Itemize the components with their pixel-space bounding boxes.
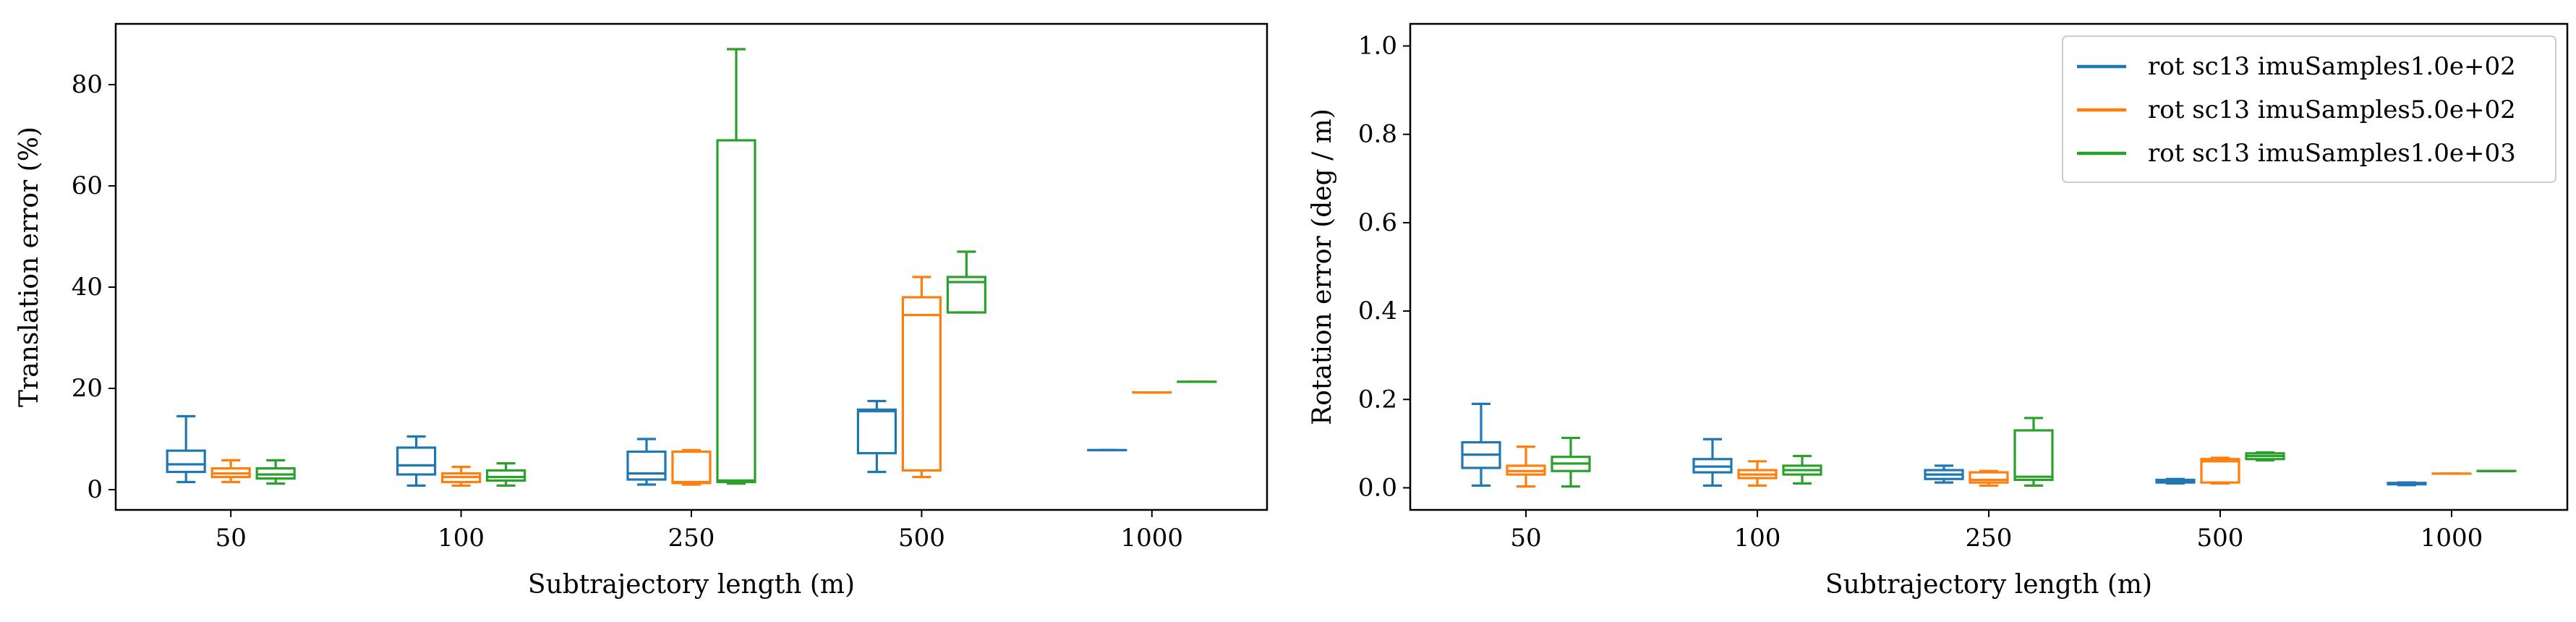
box-s1-c1 bbox=[440, 465, 482, 487]
y-tick-label: 80 bbox=[72, 70, 103, 99]
box-s1-c0 bbox=[1506, 446, 1546, 488]
y-tick-label: 0.0 bbox=[1358, 473, 1397, 502]
y-tick-label: 1.0 bbox=[1358, 32, 1397, 61]
box-s1-c3 bbox=[901, 276, 942, 479]
box-iqr bbox=[396, 446, 437, 476]
y-tick-label: 0.8 bbox=[1358, 120, 1397, 149]
x-tick-label: 1000 bbox=[1121, 524, 1184, 553]
box-iqr bbox=[485, 469, 526, 482]
box-iqr bbox=[856, 408, 897, 455]
y-tick-label: 0.6 bbox=[1358, 208, 1397, 237]
box-iqr bbox=[716, 139, 756, 484]
box-s2-c3 bbox=[2245, 451, 2285, 462]
x-tick-label: 250 bbox=[668, 524, 715, 553]
box-iqr bbox=[2200, 458, 2240, 484]
box-s2-c1 bbox=[485, 461, 526, 487]
box-s0-c4 bbox=[2387, 481, 2427, 487]
x-tick-label: 50 bbox=[1510, 524, 1541, 553]
box-s1-c2 bbox=[671, 448, 712, 486]
box-s2-c2 bbox=[716, 48, 756, 485]
box-s0-c1 bbox=[396, 435, 437, 487]
box-s2-c3 bbox=[946, 250, 987, 314]
box-s2-c2 bbox=[2013, 417, 2054, 487]
x-tick-label: 100 bbox=[1734, 524, 1781, 553]
box-s0-c2 bbox=[626, 438, 667, 486]
box-s1-c2 bbox=[1969, 469, 2009, 487]
box-s1-c1 bbox=[1737, 460, 1778, 487]
box-s2-c0 bbox=[1551, 436, 1591, 488]
y-axis-label: Translation error (%) bbox=[14, 127, 44, 407]
x-axis-label: Subtrajectory length (m) bbox=[528, 570, 855, 600]
y-tick-label: 40 bbox=[72, 273, 103, 302]
x-tick-label: 250 bbox=[1966, 524, 2013, 553]
box-s0-c1 bbox=[1692, 438, 1733, 487]
box-iqr bbox=[166, 449, 206, 474]
legend-entry: rot sc13 imuSamples1.0e+02 bbox=[2148, 52, 2516, 81]
box-s0-c3 bbox=[856, 399, 897, 474]
legend-entry: rot sc13 imuSamples5.0e+02 bbox=[2148, 95, 2516, 124]
box-s2-c1 bbox=[1782, 454, 1822, 485]
box-s1-c0 bbox=[210, 459, 251, 484]
x-tick-label: 50 bbox=[216, 524, 247, 553]
y-axis-label: Rotation error (deg / m) bbox=[1308, 108, 1337, 425]
box-iqr bbox=[1969, 471, 2009, 484]
legend: rot sc13 imuSamples1.0e+02 rot sc13 imuSa… bbox=[2062, 35, 2556, 183]
y-tick-label: 0.2 bbox=[1358, 385, 1397, 414]
y-tick-label: 0 bbox=[87, 475, 103, 504]
legend-frame bbox=[2062, 35, 2556, 183]
x-tick-label: 500 bbox=[898, 524, 945, 553]
y-tick-label: 0.4 bbox=[1358, 297, 1397, 325]
legend-entry: rot sc13 imuSamples1.0e+03 bbox=[2148, 139, 2516, 168]
box-iqr bbox=[946, 276, 987, 314]
box-s2-c0 bbox=[255, 459, 296, 485]
box-iqr bbox=[626, 450, 667, 481]
box-s0-c2 bbox=[1924, 464, 1964, 484]
box-s1-c3 bbox=[2200, 456, 2240, 485]
box-iqr bbox=[671, 450, 712, 485]
box-iqr bbox=[2013, 429, 2054, 482]
box-s0-c0 bbox=[1461, 402, 1501, 487]
rotation-error-panel: 0.0 0.2 0.4 0.6 0.8 1.0 50 100 250 500 1000 Subtraj… bbox=[1308, 22, 2569, 600]
y-tick-label: 60 bbox=[72, 171, 103, 200]
x-tick-label: 500 bbox=[2197, 524, 2244, 553]
box-iqr bbox=[901, 296, 942, 472]
box-s0-c3 bbox=[2155, 477, 2196, 485]
x-axis-label: Subtrajectory length (m) bbox=[1825, 570, 2152, 600]
translation-error-panel: 0 20 40 60 80 50 100 250 500 1000 Subtrajectory le… bbox=[14, 22, 1268, 600]
x-tick-label: 100 bbox=[438, 524, 485, 553]
x-tick-label: 1000 bbox=[2421, 524, 2483, 553]
axes-frame bbox=[114, 22, 1268, 511]
box-s0-c0 bbox=[166, 414, 206, 484]
y-tick-label: 20 bbox=[72, 374, 103, 403]
